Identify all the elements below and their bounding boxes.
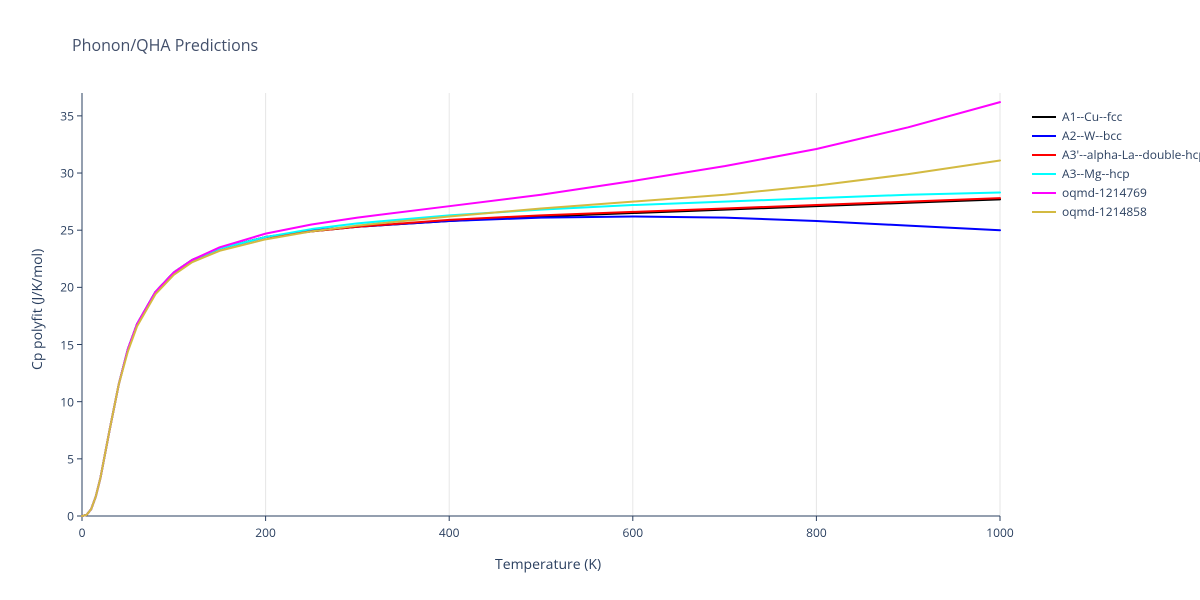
series-line[interactable]: [82, 192, 1000, 516]
y-tick-label: 25: [54, 222, 74, 239]
legend-swatch: [1032, 116, 1056, 118]
chart-container: Phonon/QHA Predictions Temperature (K) C…: [0, 0, 1200, 600]
legend-swatch: [1032, 211, 1056, 213]
x-tick-label: 800: [806, 524, 827, 541]
y-tick-label: 30: [54, 165, 74, 182]
chart-svg: [0, 0, 1200, 600]
legend-swatch: [1032, 135, 1056, 137]
y-tick-label: 35: [54, 107, 74, 124]
legend-item[interactable]: A2--W--bcc: [1032, 126, 1200, 145]
series-line[interactable]: [82, 102, 1000, 516]
legend-item[interactable]: A1--Cu--fcc: [1032, 107, 1200, 126]
x-tick-label: 600: [623, 524, 644, 541]
y-tick-label: 10: [54, 393, 74, 410]
legend-item[interactable]: oqmd-1214769: [1032, 183, 1200, 202]
series-line[interactable]: [82, 216, 1000, 516]
y-tick-label: 15: [54, 336, 74, 353]
y-tick-label: 5: [54, 450, 74, 467]
x-tick-label: 200: [255, 524, 276, 541]
legend-label: A3--Mg--hcp: [1062, 165, 1130, 182]
legend-swatch: [1032, 173, 1056, 175]
y-tick-label: 0: [54, 508, 74, 525]
legend-item[interactable]: A3'--alpha-La--double-hcp: [1032, 145, 1200, 164]
legend-swatch: [1032, 154, 1056, 156]
legend-label: oqmd-1214769: [1062, 184, 1147, 201]
series-line[interactable]: [82, 160, 1000, 516]
legend-item[interactable]: oqmd-1214858: [1032, 202, 1200, 221]
y-axis-label: Cp polyfit (J/K/mol): [28, 249, 47, 370]
series-line[interactable]: [82, 198, 1000, 516]
legend-swatch: [1032, 192, 1056, 194]
legend-label: A3'--alpha-La--double-hcp: [1062, 146, 1200, 163]
legend[interactable]: A1--Cu--fcc A2--W--bcc A3'--alpha-La--doub…: [1032, 107, 1200, 221]
y-tick-label: 20: [54, 279, 74, 296]
legend-label: A2--W--bcc: [1062, 127, 1122, 144]
x-tick-label: 1000: [986, 524, 1013, 541]
legend-label: oqmd-1214858: [1062, 203, 1147, 220]
legend-item[interactable]: A3--Mg--hcp: [1032, 164, 1200, 183]
x-axis-label: Temperature (K): [495, 555, 601, 574]
x-tick-label: 0: [79, 524, 86, 541]
x-tick-label: 400: [439, 524, 460, 541]
legend-label: A1--Cu--fcc: [1062, 108, 1122, 125]
